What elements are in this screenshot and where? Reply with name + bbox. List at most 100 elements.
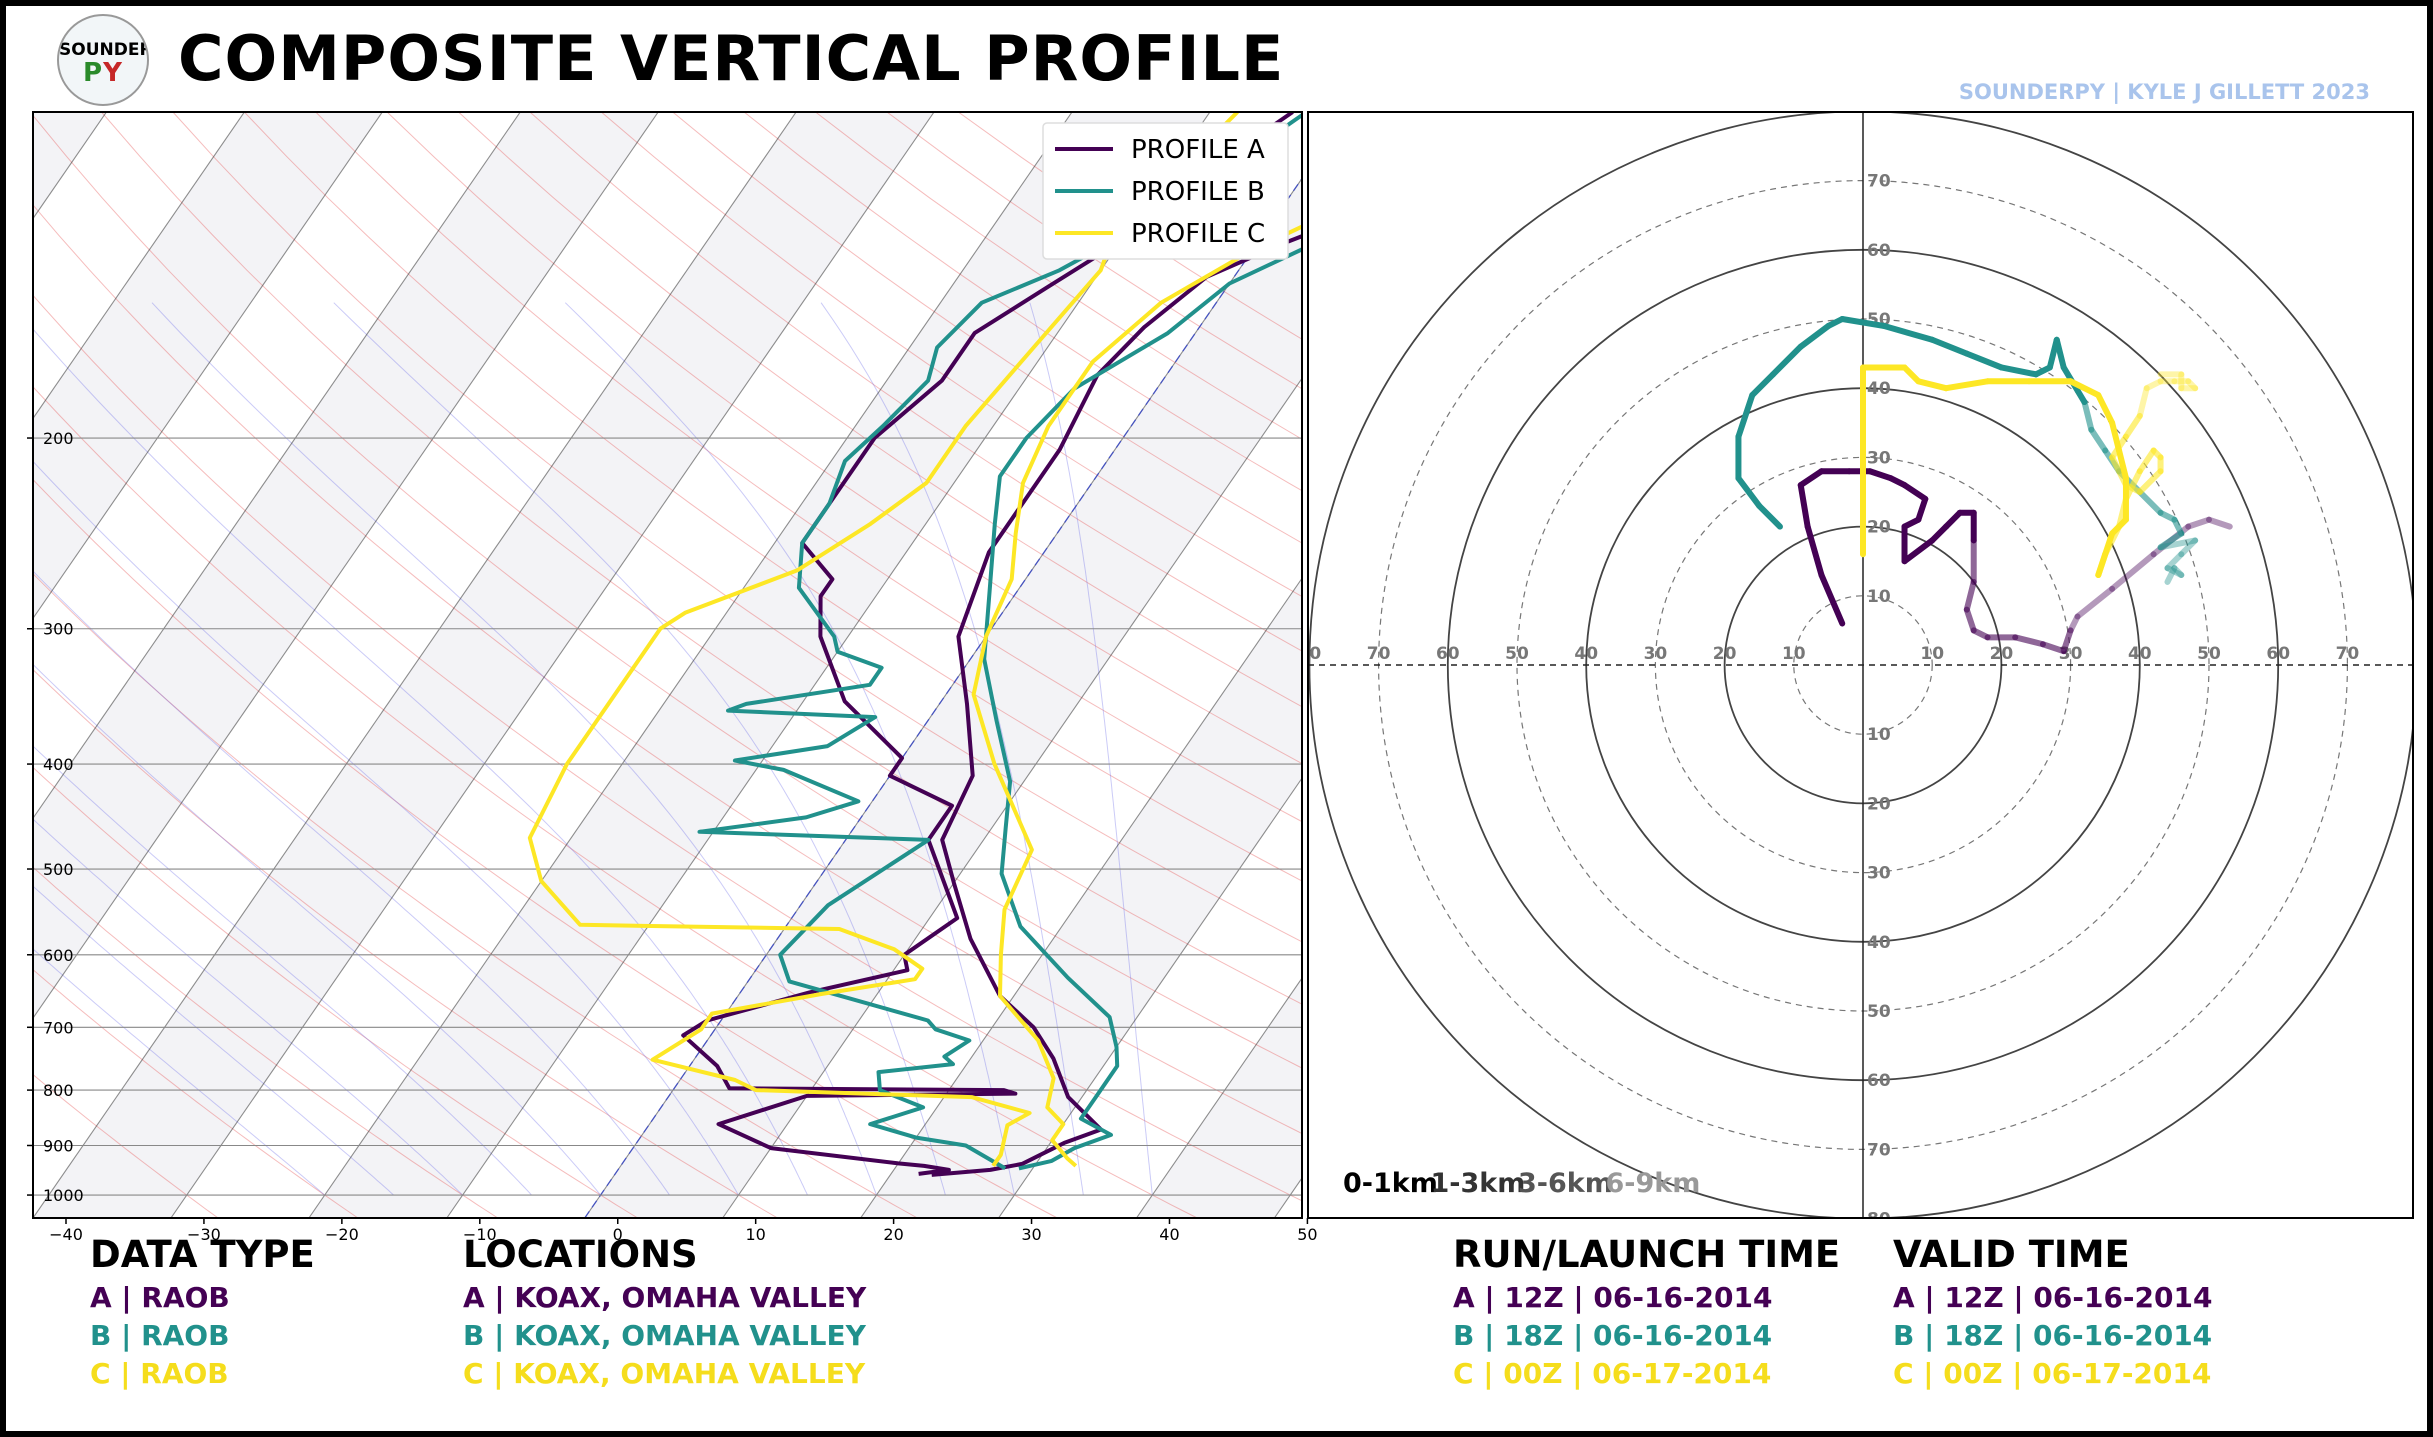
layer-key-label: 0-1km xyxy=(1343,1168,1438,1199)
pressure-tick-label: 500 xyxy=(43,860,74,879)
hodograph-b-segment xyxy=(2157,530,2185,551)
hodograph-c-segment xyxy=(1915,378,1950,392)
hodograph-b-segment xyxy=(2178,537,2199,558)
moist-adiabat xyxy=(151,302,877,1196)
legend-label: PROFILE A xyxy=(1131,135,1265,165)
hodograph-a-segment xyxy=(2060,627,2074,655)
dry-adiabat xyxy=(33,114,1302,1069)
moist-adiabat xyxy=(33,948,326,1196)
v-tick-label: 40 xyxy=(1867,379,1891,399)
hodograph-a-segment xyxy=(2012,634,2046,648)
hodograph-c-segment xyxy=(1943,378,1991,392)
hodograph-a-segment xyxy=(2067,613,2081,634)
hodograph-b-segment xyxy=(1963,350,2005,371)
isotherm xyxy=(33,112,797,1218)
hodograph-a-segment xyxy=(2039,641,2067,655)
moist-adiabat xyxy=(1029,302,1153,1196)
pressure-tick-label: 700 xyxy=(43,1018,74,1037)
location-row: C | KOAX, OMAHA VALLEY xyxy=(463,1357,866,1390)
hodograph-b-segment xyxy=(2157,537,2199,551)
u-tick-label: 40 xyxy=(1574,644,1598,664)
temperature-tick-label: 20 xyxy=(883,1225,903,1244)
profile-a-temperature-line xyxy=(931,234,1302,1177)
hodograph-c-segment xyxy=(2136,447,2157,475)
hodograph-b-segment xyxy=(1998,364,2039,378)
dry-adiabat xyxy=(600,112,1302,598)
logo-text: SOUNDER xyxy=(59,40,149,60)
hodograph-a-segment xyxy=(1804,523,1825,579)
v-tick-label: 20 xyxy=(1867,794,1891,814)
dry-adiabat xyxy=(172,112,1302,943)
valid-time-row: A | 12Z | 06-16-2014 xyxy=(1893,1281,2213,1314)
profile-a-dewpoint-line xyxy=(681,112,1294,1176)
u-tick-label: 70 xyxy=(1367,644,1391,664)
hodograph-a-segment xyxy=(1818,572,1846,627)
dry-adiabat xyxy=(243,112,1302,882)
dry-adiabat xyxy=(33,866,499,1218)
u-tick-label: 50 xyxy=(2197,644,2221,664)
hodograph-c-segment xyxy=(1901,364,1922,385)
profile-c-temperature-line xyxy=(971,224,1302,1168)
hodograph-b-segment xyxy=(2088,426,2109,454)
temperature-tick-label: −20 xyxy=(325,1225,359,1244)
location-row: A | KOAX, OMAHA VALLEY xyxy=(463,1281,867,1314)
hodograph-a-segment xyxy=(1901,482,1929,502)
dry-adiabat xyxy=(315,112,1302,823)
isotherm xyxy=(308,112,1073,1218)
sounderpy-logo: SOUNDER PY xyxy=(57,14,149,106)
profile-c-dewpoint-line xyxy=(527,112,1239,1168)
valid-time-row: C | 00Z | 06-17-2014 xyxy=(1893,1357,2212,1390)
isotherm xyxy=(722,377,1302,1218)
hodograph-a-segment xyxy=(1963,606,1977,634)
run-time-row: C | 00Z | 06-17-2014 xyxy=(1453,1357,1772,1390)
locations-block: LOCATIONS A | KOAX, OMAHA VALLEY B | KOA… xyxy=(463,1235,866,1393)
v-tick-label: 60 xyxy=(1867,1071,1891,1091)
hodograph-b-segment xyxy=(2171,565,2185,579)
temperature-tick-label: 10 xyxy=(745,1225,765,1244)
u-tick-label: 30 xyxy=(1644,644,1668,664)
u-tick-label: 60 xyxy=(2266,644,2290,664)
temperature-band xyxy=(33,112,107,219)
hodograph-b-segment xyxy=(1929,336,1970,357)
pressure-tick-label: 400 xyxy=(43,755,74,774)
moist-adiabat xyxy=(33,745,532,1196)
dry-adiabat xyxy=(33,573,918,1218)
profile-b-dewpoint-line xyxy=(697,112,1302,1171)
isotherm xyxy=(33,112,521,820)
dry-adiabat xyxy=(101,112,1302,1005)
hodograph-a-segment xyxy=(1963,578,1977,613)
hodograph-c-segment xyxy=(2095,392,2116,426)
locations-heading: LOCATIONS xyxy=(463,1233,698,1276)
valid-time-block: VALID TIME A | 12Z | 06-16-2014 B | 18Z … xyxy=(1893,1235,2212,1393)
moist-adiabat xyxy=(33,460,739,1196)
legend-label: PROFILE C xyxy=(1131,219,1265,249)
hodograph-a-segment xyxy=(2185,516,2212,530)
pressure-tick-label: 800 xyxy=(43,1081,74,1100)
temperature-tick-label: −40 xyxy=(49,1225,83,1244)
temperature-tick-label: 50 xyxy=(1297,1225,1317,1244)
isotherm xyxy=(33,112,659,1020)
isotherm xyxy=(170,112,935,1218)
temperature-band xyxy=(308,112,1210,1218)
v-tick-label: 20 xyxy=(1867,518,1891,538)
hodograph-content: 80 70 60 50 40 30 20 10 10 20 30 40 50 60 70 70 60 50 40 30… xyxy=(1308,112,2413,1218)
hodograph-a-segment xyxy=(1901,537,1936,565)
hodograph-c-segment xyxy=(2136,468,2164,495)
hodograph-c-segment xyxy=(2136,385,2150,419)
data-type-heading: DATA TYPE xyxy=(90,1233,315,1276)
legend-box xyxy=(1042,122,1289,260)
hodograph-a-segment xyxy=(1929,523,1950,544)
moist-adiabat xyxy=(33,328,808,1196)
hodograph-a-segment xyxy=(2109,551,2157,592)
range-ring xyxy=(1793,595,1933,735)
dry-adiabat xyxy=(33,968,359,1218)
moist-adiabat xyxy=(33,885,395,1196)
credit-text: SOUNDERPY | KYLE J GILLETT 2023 xyxy=(1958,80,2370,104)
hodograph-b-segment xyxy=(1839,316,1887,329)
hodograph-a-segment xyxy=(1866,468,1894,482)
hodograph-a-segment xyxy=(2206,516,2233,530)
pressure-tick-label: 1000 xyxy=(43,1186,84,1205)
temperature-tick-label: 30 xyxy=(1021,1225,1041,1244)
